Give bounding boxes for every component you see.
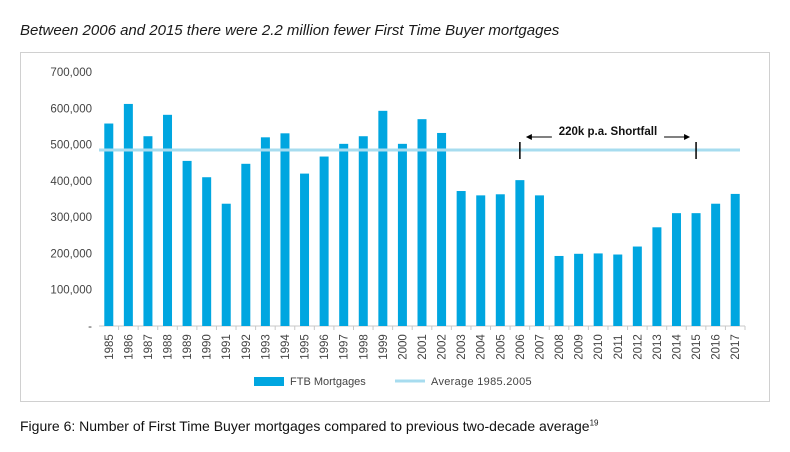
- bar-2002: [437, 132, 447, 326]
- caption-footnote: 19: [589, 418, 599, 428]
- x-tick-label: 2008: [554, 334, 566, 360]
- y-tick-label: 100,000: [50, 285, 92, 297]
- y-tick-label: 200,000: [50, 248, 92, 260]
- bar-1987: [143, 136, 153, 326]
- x-tick-label: 2009: [574, 334, 586, 360]
- x-tick-label: 2004: [476, 334, 488, 360]
- bar-2001: [417, 119, 427, 327]
- y-tick-label: 500,000: [50, 140, 92, 152]
- bar-2017: [730, 193, 740, 326]
- x-tick-label: 2000: [397, 334, 409, 360]
- bar-2007: [534, 195, 544, 326]
- x-tick-label: 1990: [202, 334, 214, 360]
- bar-2014: [671, 213, 681, 326]
- x-tick-label: 1987: [143, 334, 155, 360]
- x-tick-label: 2005: [495, 334, 507, 360]
- x-tick-label: 2015: [691, 334, 703, 360]
- bars: [104, 103, 740, 327]
- y-tick-label: 400,000: [50, 176, 92, 188]
- x-tick-label: 1996: [319, 334, 331, 360]
- figure-caption: Figure 6: Number of First Time Buyer mor…: [20, 418, 599, 434]
- x-tick-label: 1992: [241, 334, 253, 360]
- bar-1988: [163, 114, 173, 327]
- bar-2008: [554, 255, 564, 326]
- x-tick-label: 1985: [104, 334, 116, 360]
- x-tick-label: 1986: [123, 334, 135, 360]
- shortfall-annotation: 220k p.a. Shortfall: [519, 126, 697, 159]
- bar-2003: [456, 191, 466, 326]
- chart-frame: [20, 52, 770, 402]
- bar-1991: [221, 203, 231, 326]
- x-tick-label: 2002: [437, 334, 449, 360]
- bar-2004: [476, 195, 486, 326]
- x-tick-label: 2006: [515, 334, 527, 360]
- x-tick-label: 2014: [671, 334, 683, 360]
- x-tick-label: 2003: [456, 334, 468, 360]
- bar-2009: [574, 253, 584, 326]
- chart-title: Between 2006 and 2015 there were 2.2 mil…: [20, 22, 560, 39]
- x-tick-label: 2013: [652, 334, 664, 360]
- x-tick-label: 1991: [221, 334, 233, 360]
- bar-1989: [182, 160, 192, 326]
- bar-2012: [632, 246, 642, 326]
- x-tick-label: 2007: [534, 334, 546, 360]
- annotation-label: 220k p.a. Shortfall: [559, 126, 657, 138]
- bar-1997: [339, 143, 349, 326]
- bar-2010: [593, 253, 603, 326]
- x-tick-label: 2017: [730, 334, 742, 360]
- legend-line-label: Average 1985.2005: [431, 376, 532, 388]
- bar-1993: [260, 137, 270, 326]
- x-axis-labels: 1985 1986 1987 1988 1989 1990 1991 1992 1993 1994…: [104, 326, 746, 360]
- bar-2015: [691, 213, 701, 326]
- x-tick-label: 1998: [358, 334, 370, 360]
- x-tick-label: 1988: [163, 334, 175, 360]
- legend-bar-label: FTB Mortgages: [290, 376, 366, 388]
- y-axis: - 100,000 200,000 300,000 400,000 500,000 600,…: [50, 67, 745, 333]
- x-tick-label: 1994: [280, 334, 292, 360]
- bar-1996: [319, 156, 329, 326]
- y-tick-label: 700,000: [50, 67, 92, 79]
- bar-1999: [378, 110, 388, 326]
- legend-bar-swatch: [254, 377, 284, 386]
- x-tick-label: 1999: [378, 334, 390, 360]
- bar-2011: [613, 254, 623, 326]
- bar-1986: [123, 103, 133, 326]
- y-tick-label: 600,000: [50, 103, 92, 115]
- bar-1994: [280, 133, 290, 326]
- bar-1990: [202, 177, 212, 326]
- bar-2000: [397, 143, 407, 326]
- x-tick-label: 1995: [300, 334, 312, 360]
- x-tick-label: 1993: [260, 334, 272, 360]
- y-tick-label: -: [88, 321, 92, 333]
- bar-2005: [495, 194, 505, 326]
- bar-1992: [241, 163, 251, 326]
- bar-2006: [515, 180, 525, 326]
- y-tick-label: 300,000: [50, 212, 92, 224]
- annotation-arrowhead-left: [525, 134, 532, 140]
- x-tick-label: 2011: [613, 335, 625, 360]
- bar-1998: [358, 136, 368, 326]
- x-tick-label: 1989: [182, 334, 194, 360]
- x-tick-label: 1997: [339, 334, 351, 360]
- bar-1995: [300, 173, 310, 326]
- x-tick-label: 2012: [632, 334, 644, 360]
- x-tick-label: 2010: [593, 334, 605, 360]
- bar-1985: [104, 123, 114, 326]
- annotation-arrowhead-right: [684, 134, 691, 140]
- x-tick-label: 2016: [711, 334, 723, 360]
- x-tick-label: 2001: [417, 334, 429, 360]
- legend: FTB Mortgages Average 1985.2005: [254, 376, 532, 388]
- caption-text: Figure 6: Number of First Time Buyer mor…: [20, 418, 590, 434]
- bar-2013: [652, 227, 662, 326]
- bar-2016: [711, 203, 721, 326]
